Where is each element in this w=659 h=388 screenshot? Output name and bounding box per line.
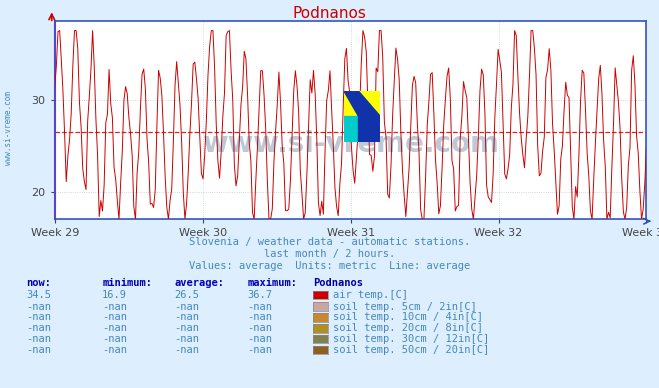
Text: -nan: -nan <box>175 345 200 355</box>
Text: average:: average: <box>175 278 225 288</box>
Text: soil temp. 30cm / 12in[C]: soil temp. 30cm / 12in[C] <box>333 334 489 344</box>
Text: 36.7: 36.7 <box>247 290 272 300</box>
Text: -nan: -nan <box>26 301 51 312</box>
Text: www.si-vreme.com: www.si-vreme.com <box>4 91 13 165</box>
Text: soil temp. 10cm / 4in[C]: soil temp. 10cm / 4in[C] <box>333 312 483 322</box>
Text: Values: average  Units: metric  Line: average: Values: average Units: metric Line: aver… <box>189 261 470 271</box>
Text: soil temp. 20cm / 8in[C]: soil temp. 20cm / 8in[C] <box>333 323 483 333</box>
Text: -nan: -nan <box>247 301 272 312</box>
Text: -nan: -nan <box>102 345 127 355</box>
Text: last month / 2 hours.: last month / 2 hours. <box>264 249 395 259</box>
Text: www.si-vreme.com: www.si-vreme.com <box>202 130 499 158</box>
Text: soil temp. 50cm / 20in[C]: soil temp. 50cm / 20in[C] <box>333 345 489 355</box>
Text: -nan: -nan <box>26 312 51 322</box>
Text: -nan: -nan <box>247 323 272 333</box>
Text: air temp.[C]: air temp.[C] <box>333 290 408 300</box>
Text: minimum:: minimum: <box>102 278 152 288</box>
Text: -nan: -nan <box>102 301 127 312</box>
Text: -nan: -nan <box>102 334 127 344</box>
Text: Podnanos: Podnanos <box>313 278 363 288</box>
Polygon shape <box>344 91 380 116</box>
Text: -nan: -nan <box>247 312 272 322</box>
Polygon shape <box>344 116 380 142</box>
Text: -nan: -nan <box>26 345 51 355</box>
Text: 16.9: 16.9 <box>102 290 127 300</box>
Text: -nan: -nan <box>247 345 272 355</box>
Text: -nan: -nan <box>247 334 272 344</box>
Text: -nan: -nan <box>175 334 200 344</box>
Text: maximum:: maximum: <box>247 278 297 288</box>
Text: Slovenia / weather data - automatic stations.: Slovenia / weather data - automatic stat… <box>189 237 470 248</box>
Text: -nan: -nan <box>26 323 51 333</box>
Text: Podnanos: Podnanos <box>293 6 366 21</box>
Text: -nan: -nan <box>175 323 200 333</box>
Text: -nan: -nan <box>175 301 200 312</box>
Text: -nan: -nan <box>175 312 200 322</box>
Text: -nan: -nan <box>102 323 127 333</box>
Text: -nan: -nan <box>26 334 51 344</box>
Polygon shape <box>344 91 380 142</box>
Text: 34.5: 34.5 <box>26 290 51 300</box>
Text: 26.5: 26.5 <box>175 290 200 300</box>
Text: -nan: -nan <box>102 312 127 322</box>
Text: now:: now: <box>26 278 51 288</box>
Text: soil temp. 5cm / 2in[C]: soil temp. 5cm / 2in[C] <box>333 301 476 312</box>
